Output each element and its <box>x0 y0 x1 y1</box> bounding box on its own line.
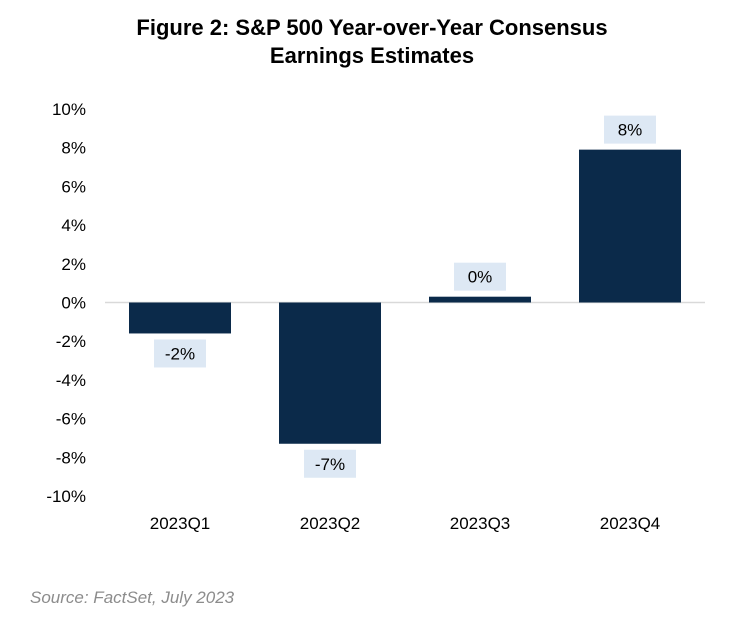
x-category-label: 2023Q3 <box>450 514 511 533</box>
bar-2023Q1 <box>129 302 231 334</box>
data-label: 0% <box>468 268 493 287</box>
y-tick-label: -4% <box>56 371 86 390</box>
bar-2023Q4 <box>579 149 681 303</box>
bar-chart: 10% 8% 6% 4% 2% 0% -2% -4% -6% -8% -10% -2% -7% 0% 8%… <box>46 100 705 533</box>
bar-2023Q2 <box>279 302 381 444</box>
chart-title-line1: Figure 2: S&P 500 Year-over-Year Consens… <box>136 15 608 40</box>
bars <box>129 149 681 444</box>
data-label: 8% <box>618 121 643 140</box>
y-tick-label: 10% <box>52 100 86 119</box>
y-tick-label: -10% <box>46 487 86 506</box>
chart-title-line2: Earnings Estimates <box>269 43 475 68</box>
source-note: Source: FactSet, July 2023 <box>30 588 235 607</box>
data-label-bg <box>304 449 356 478</box>
data-label-bg <box>454 262 506 291</box>
y-tick-label: 4% <box>61 216 86 235</box>
y-tick-label: 8% <box>61 139 86 158</box>
x-category-label: 2023Q1 <box>150 514 211 533</box>
y-tick-label: -8% <box>56 448 86 467</box>
y-tick-label: -2% <box>56 332 86 351</box>
y-tick-label: -6% <box>56 410 86 429</box>
x-category-label: 2023Q4 <box>600 514 661 533</box>
data-label-bg <box>604 115 656 144</box>
data-label: -2% <box>165 344 195 363</box>
y-tick-label: 0% <box>61 294 86 313</box>
y-tick-label: 2% <box>61 255 86 274</box>
data-label-bg <box>154 339 206 368</box>
y-tick-label: 6% <box>61 177 86 196</box>
y-axis: 10% 8% 6% 4% 2% 0% -2% -4% -6% -8% -10% <box>46 100 86 506</box>
x-axis: 2023Q1 2023Q2 2023Q3 2023Q4 <box>150 514 661 533</box>
bar-2023Q3 <box>429 296 531 303</box>
data-labels: -2% -7% 0% 8% <box>154 115 656 478</box>
data-label: -7% <box>315 455 345 474</box>
x-category-label: 2023Q2 <box>300 514 361 533</box>
chart-title: Figure 2: S&P 500 Year-over-Year Consens… <box>0 14 744 70</box>
